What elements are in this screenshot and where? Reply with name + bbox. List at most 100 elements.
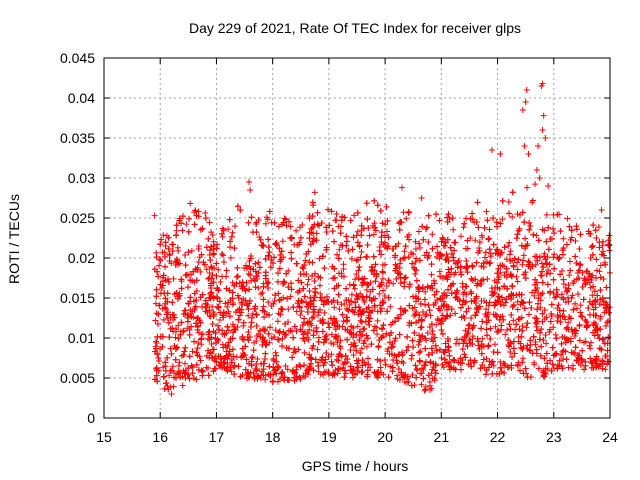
data-point bbox=[172, 334, 179, 341]
data-point bbox=[185, 249, 192, 256]
data-point bbox=[582, 362, 589, 369]
data-point bbox=[314, 346, 321, 353]
data-point bbox=[590, 222, 597, 229]
data-point bbox=[564, 324, 571, 331]
data-point bbox=[341, 374, 348, 381]
data-point bbox=[318, 220, 325, 227]
data-point bbox=[247, 265, 254, 272]
data-point bbox=[581, 339, 588, 346]
data-point bbox=[478, 343, 485, 350]
data-point bbox=[535, 237, 542, 244]
data-point bbox=[296, 303, 303, 310]
data-point bbox=[189, 348, 196, 355]
data-point bbox=[202, 209, 209, 216]
data-point bbox=[348, 256, 355, 263]
data-point bbox=[371, 323, 378, 330]
data-point bbox=[184, 284, 191, 291]
data-point bbox=[273, 242, 280, 249]
data-point bbox=[458, 271, 465, 278]
data-point bbox=[442, 315, 449, 322]
data-point bbox=[418, 324, 425, 331]
data-point bbox=[346, 302, 353, 309]
data-point bbox=[431, 377, 438, 384]
data-point bbox=[186, 331, 193, 338]
data-point bbox=[436, 346, 443, 353]
data-point bbox=[324, 293, 331, 300]
data-point bbox=[440, 348, 447, 355]
data-point bbox=[434, 315, 441, 322]
data-point bbox=[549, 361, 556, 368]
data-point bbox=[215, 266, 222, 273]
data-point bbox=[469, 263, 476, 270]
data-point bbox=[214, 295, 221, 302]
data-point bbox=[504, 285, 511, 292]
data-point bbox=[311, 270, 318, 277]
data-point bbox=[304, 309, 311, 316]
data-point bbox=[463, 258, 470, 265]
data-point bbox=[587, 345, 594, 352]
data-point bbox=[375, 344, 382, 351]
data-point bbox=[257, 290, 264, 297]
data-point bbox=[244, 302, 251, 309]
data-point bbox=[336, 246, 343, 253]
data-point bbox=[483, 319, 490, 326]
data-point bbox=[443, 292, 450, 299]
data-point bbox=[553, 335, 560, 342]
data-point bbox=[276, 297, 283, 304]
data-point bbox=[451, 357, 458, 364]
data-point bbox=[526, 299, 533, 306]
data-point bbox=[169, 247, 176, 254]
data-point bbox=[218, 251, 225, 258]
data-point bbox=[594, 267, 601, 274]
data-point bbox=[325, 320, 332, 327]
data-point bbox=[274, 318, 281, 325]
data-point bbox=[333, 251, 340, 258]
data-point bbox=[604, 319, 611, 326]
data-point bbox=[164, 315, 171, 322]
chart-title: Day 229 of 2021, Rate Of TEC Index for r… bbox=[189, 20, 521, 36]
data-point bbox=[185, 365, 192, 372]
data-point bbox=[509, 213, 516, 220]
data-point bbox=[179, 382, 186, 389]
data-point bbox=[239, 353, 246, 360]
data-point bbox=[352, 304, 359, 311]
data-point bbox=[520, 355, 527, 362]
data-point bbox=[208, 341, 215, 348]
data-point bbox=[377, 302, 384, 309]
data-point bbox=[357, 328, 364, 335]
data-point bbox=[438, 252, 445, 259]
data-point bbox=[395, 365, 402, 372]
data-point bbox=[195, 366, 202, 373]
data-point bbox=[305, 366, 312, 373]
data-point bbox=[309, 199, 316, 206]
data-point bbox=[562, 348, 569, 355]
data-point bbox=[215, 322, 222, 329]
data-point bbox=[533, 279, 540, 286]
y-tick-label: 0.02 bbox=[68, 250, 95, 266]
data-point bbox=[594, 292, 601, 299]
data-point bbox=[416, 357, 423, 364]
data-point bbox=[519, 209, 526, 216]
data-point bbox=[450, 254, 457, 261]
data-point bbox=[480, 356, 487, 363]
data-point bbox=[275, 337, 282, 344]
data-point bbox=[591, 288, 598, 295]
data-point bbox=[321, 359, 328, 366]
data-point bbox=[268, 257, 275, 264]
data-point bbox=[548, 367, 555, 374]
data-point bbox=[250, 347, 257, 354]
data-point bbox=[596, 335, 603, 342]
data-point bbox=[572, 253, 579, 260]
data-point bbox=[253, 311, 260, 318]
data-point bbox=[540, 372, 547, 379]
data-point bbox=[376, 290, 383, 297]
data-point bbox=[418, 381, 425, 388]
data-point bbox=[448, 250, 455, 257]
data-point bbox=[255, 284, 262, 291]
data-point bbox=[213, 260, 220, 267]
data-point bbox=[238, 354, 245, 361]
data-point bbox=[356, 307, 363, 314]
data-point bbox=[497, 326, 504, 333]
data-point bbox=[579, 283, 586, 290]
data-point bbox=[587, 255, 594, 262]
